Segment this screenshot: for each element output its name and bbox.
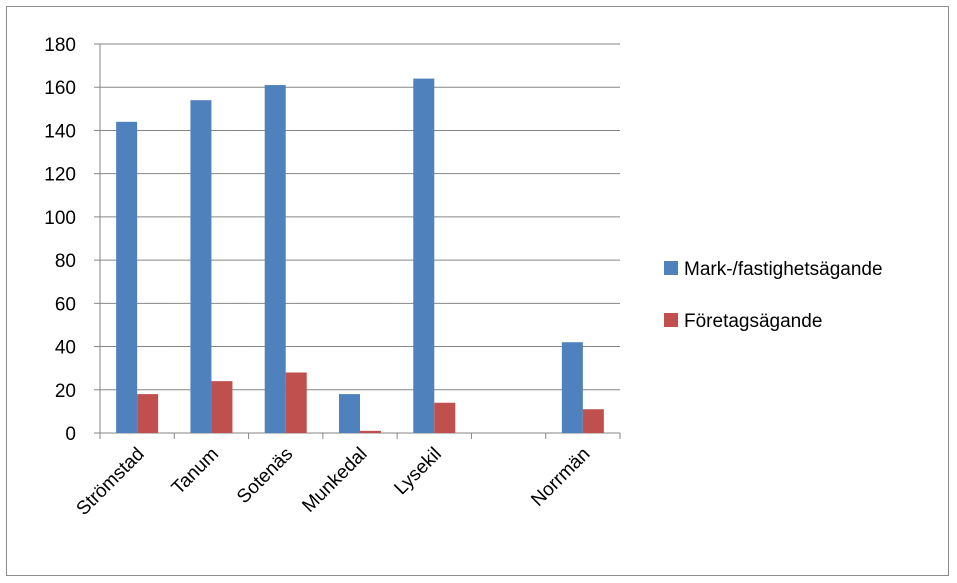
bar-foretagsagande <box>360 430 381 433</box>
y-tick-label: 160 <box>44 78 76 99</box>
bar-mark-fastighetsagande <box>264 85 286 434</box>
y-tick-label: 20 <box>55 381 76 402</box>
legend-swatch <box>664 261 678 275</box>
bar-foretagsagande <box>211 381 233 433</box>
category-label: Norrmän <box>527 444 594 511</box>
category-labels: Strömstad Tanum Sotenäs Munkedal Lysekil Norr… <box>73 444 595 520</box>
bar-mark-fastighetsagande <box>116 121 138 434</box>
category-label: Sotenäs <box>233 444 297 508</box>
bar-mark-fastighetsagande <box>190 100 212 433</box>
legend-label: Mark-/fastighetsägande <box>684 259 883 280</box>
bar-mark-fastighetsagande <box>339 394 360 433</box>
legend: Mark-/fastighetsägande Företagsägande <box>664 259 883 332</box>
legend-label: Företagsägande <box>684 311 822 332</box>
bar-foretagsagande <box>285 372 307 433</box>
bar-mark-fastighetsagande <box>413 78 435 434</box>
bar-foretagsagande <box>582 409 604 433</box>
legend-swatch <box>664 313 678 327</box>
bar-foretagsagande <box>137 394 159 433</box>
category-label: Tanum <box>168 444 223 499</box>
bars <box>116 78 604 434</box>
y-tick-label: 0 <box>65 424 76 445</box>
y-tick-label: 40 <box>55 338 76 359</box>
y-tick-label: 100 <box>44 208 76 229</box>
y-tick-label: 140 <box>44 121 76 142</box>
bar-mark-fastighetsagande <box>561 342 583 433</box>
y-tick-labels: 0 20 40 60 80 100 120 140 160 180 <box>44 35 76 445</box>
y-tick-label: 180 <box>44 35 76 56</box>
y-tick-label: 120 <box>44 165 76 186</box>
y-tick-label: 60 <box>55 294 76 315</box>
gridlines <box>100 43 620 391</box>
chart-frame <box>6 6 949 576</box>
bar-foretagsagande <box>434 402 456 433</box>
axes <box>94 43 621 439</box>
category-label: Munkedal <box>298 444 371 517</box>
y-tick-label: 80 <box>55 251 76 272</box>
category-label: Lysekil <box>390 444 445 499</box>
category-label: Strömstad <box>73 444 149 520</box>
